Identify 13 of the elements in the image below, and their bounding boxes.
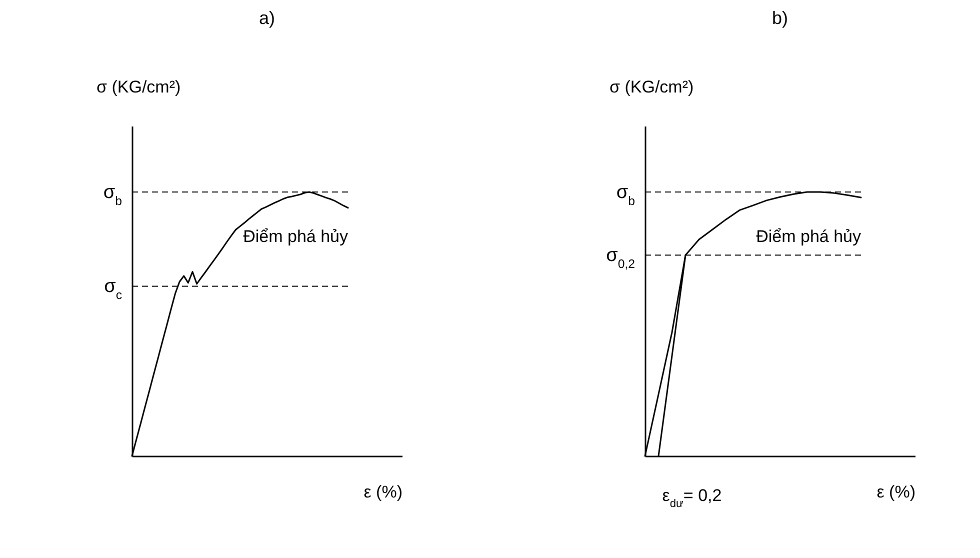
ref-line-label: σ$_{b}$ bbox=[616, 182, 636, 208]
annotation: Điểm phá hủy bbox=[243, 226, 348, 246]
ref-line-label: σ$_{b}$ bbox=[103, 182, 122, 208]
chart-title: a) bbox=[258, 8, 276, 28]
y-axis-title: σ (KG/cm²) bbox=[96, 78, 181, 96]
x-axis-title: ε (%) bbox=[876, 482, 916, 502]
x-axis-title: ε (%) bbox=[364, 482, 402, 502]
ref-line-label: σ$_{0,2}$ bbox=[606, 245, 636, 272]
text: ε$_{dư}$= 0,2 bbox=[662, 486, 722, 510]
chart-title: b) bbox=[772, 8, 788, 28]
annotation: Điểm phá hủy bbox=[756, 226, 862, 246]
ref-line-label: σ$_{c}$ bbox=[104, 276, 122, 302]
y-axis-title: σ (KG/cm²) bbox=[610, 78, 694, 96]
